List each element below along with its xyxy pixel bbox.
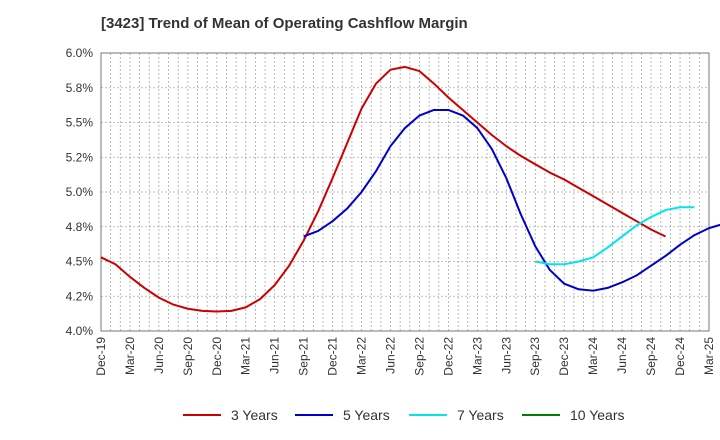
legend: 3 Years 5 Years 7 Years 10 Years bbox=[0, 404, 720, 426]
x-tick-label: Dec-22 bbox=[441, 337, 455, 376]
x-axis-tick-labels: Dec-19 Mar-20 Jun-20 Sep-20 Dec-20 Mar-21 Jun-… bbox=[94, 337, 716, 376]
legend-label: 7 Years bbox=[457, 407, 504, 423]
legend-item: 10 Years bbox=[522, 404, 625, 426]
x-tick-label: Jun-24 bbox=[615, 337, 629, 374]
x-tick-label: Jun-20 bbox=[152, 337, 166, 374]
y-tick-label: 4.8% bbox=[66, 220, 94, 234]
y-axis-tick-labels: 4.0% 4.2% 4.5% 4.8% 5.0% 5.2% 5.5% 5.8% 6.0% bbox=[66, 46, 94, 338]
series-line-7-years bbox=[535, 206, 695, 266]
legend-item: 5 Years bbox=[295, 404, 390, 426]
legend-label: 5 Years bbox=[343, 407, 390, 423]
x-tick-label: Dec-21 bbox=[326, 337, 340, 376]
legend-label: 10 Years bbox=[570, 407, 625, 423]
legend-item: 7 Years bbox=[409, 404, 504, 426]
y-tick-label: 5.0% bbox=[66, 185, 94, 199]
y-tick-label: 4.5% bbox=[66, 255, 94, 269]
plot-area bbox=[100, 52, 710, 332]
x-tick-label: Dec-19 bbox=[94, 337, 108, 376]
y-tick-label: 5.8% bbox=[66, 81, 94, 95]
y-tick-label: 6.0% bbox=[66, 46, 94, 60]
x-tick-label: Jun-22 bbox=[383, 337, 397, 374]
x-tick-label: Sep-21 bbox=[297, 337, 311, 376]
x-tick-label: Mar-23 bbox=[470, 337, 484, 375]
x-tick-label: Mar-22 bbox=[355, 337, 369, 375]
series-line-5-years bbox=[303, 108, 720, 292]
series-lines bbox=[100, 65, 720, 313]
x-tick-label: Sep-23 bbox=[528, 337, 542, 376]
y-tick-label: 5.5% bbox=[66, 116, 94, 130]
legend-label: 3 Years bbox=[231, 407, 278, 423]
x-tick-label: Mar-21 bbox=[239, 337, 253, 375]
x-tick-label: Mar-20 bbox=[123, 337, 137, 375]
x-tick-label: Mar-24 bbox=[586, 337, 600, 375]
x-tick-label: Dec-20 bbox=[210, 337, 224, 376]
legend-swatch bbox=[295, 414, 333, 416]
series-line-3-years bbox=[100, 65, 666, 313]
x-tick-label: Mar-25 bbox=[702, 337, 716, 375]
x-tick-label: Dec-24 bbox=[673, 337, 687, 376]
y-tick-label: 4.0% bbox=[66, 324, 94, 338]
y-tick-label: 5.2% bbox=[66, 150, 94, 164]
x-tick-label: Dec-23 bbox=[557, 337, 571, 376]
x-tick-label: Sep-20 bbox=[181, 337, 195, 376]
legend-swatch bbox=[522, 414, 560, 416]
x-tick-label: Jun-21 bbox=[268, 337, 282, 374]
y-tick-label: 4.2% bbox=[66, 289, 94, 303]
grid-lines bbox=[101, 53, 709, 331]
legend-item: 3 Years bbox=[183, 404, 278, 426]
chart-title: [3423] Trend of Mean of Operating Cashfl… bbox=[101, 15, 468, 32]
legend-swatch bbox=[183, 414, 221, 416]
x-tick-label: Sep-24 bbox=[644, 337, 658, 376]
x-tick-label: Jun-23 bbox=[499, 337, 513, 374]
legend-swatch bbox=[409, 414, 447, 416]
x-tick-label: Sep-22 bbox=[412, 337, 426, 376]
